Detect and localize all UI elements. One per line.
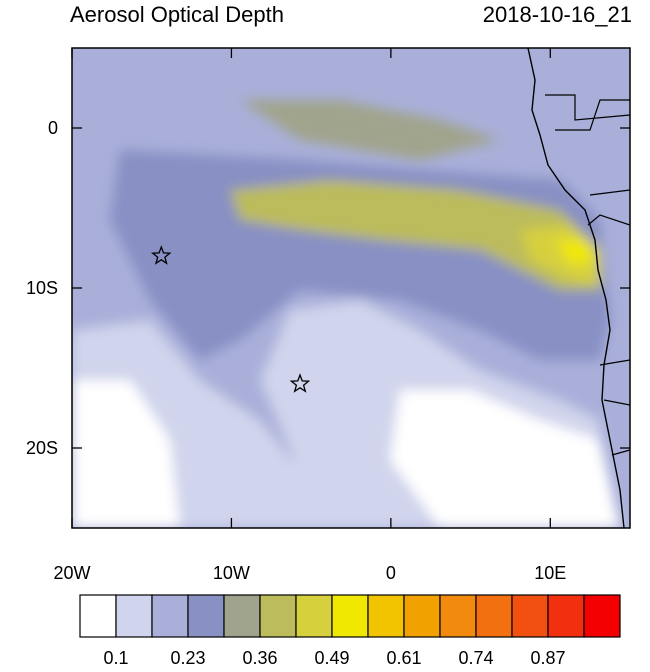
timestamp: 2018-10-16_21 xyxy=(483,2,632,27)
site-marker xyxy=(289,373,311,393)
field xyxy=(72,48,630,528)
colorbar-label: 0.74 xyxy=(458,648,493,667)
x-tick-label: 0 xyxy=(386,563,396,583)
colorbar-swatch xyxy=(403,594,441,638)
colorbar-label: 0.61 xyxy=(386,648,421,667)
x-tick-label: 10E xyxy=(534,563,566,583)
x-tick-label: 20W xyxy=(53,563,90,583)
x-tick-label: 10W xyxy=(213,563,250,583)
colorbar-swatch xyxy=(259,594,297,638)
colorbar-label: 0.1 xyxy=(103,648,128,667)
colorbar-swatch xyxy=(79,594,117,638)
y-tick-label: 10S xyxy=(26,278,58,298)
y-tick-label: 0 xyxy=(48,118,58,138)
colorbar-swatch xyxy=(367,594,405,638)
colorbar-label: 0.36 xyxy=(242,648,277,667)
colorbar-swatch xyxy=(583,594,621,638)
colorbar-swatch xyxy=(223,594,261,638)
colorbar-swatch xyxy=(475,594,513,638)
colorbar-label: 0.87 xyxy=(530,648,565,667)
colorbar-swatch xyxy=(547,594,585,638)
y-tick-label: 20S xyxy=(26,438,58,458)
colorbar-label: 0.23 xyxy=(170,648,205,667)
colorbar-swatch xyxy=(331,594,369,638)
colorbar-swatch xyxy=(115,594,153,638)
colorbar-swatch xyxy=(439,594,477,638)
colorbar-swatch xyxy=(511,594,549,638)
colorbar-swatch xyxy=(295,594,333,638)
title: Aerosol Optical Depth xyxy=(70,2,284,27)
colorbar-swatch xyxy=(151,594,189,638)
colorbar-swatch xyxy=(187,594,225,638)
site-marker xyxy=(150,245,172,265)
colorbar-label: 0.49 xyxy=(314,648,349,667)
